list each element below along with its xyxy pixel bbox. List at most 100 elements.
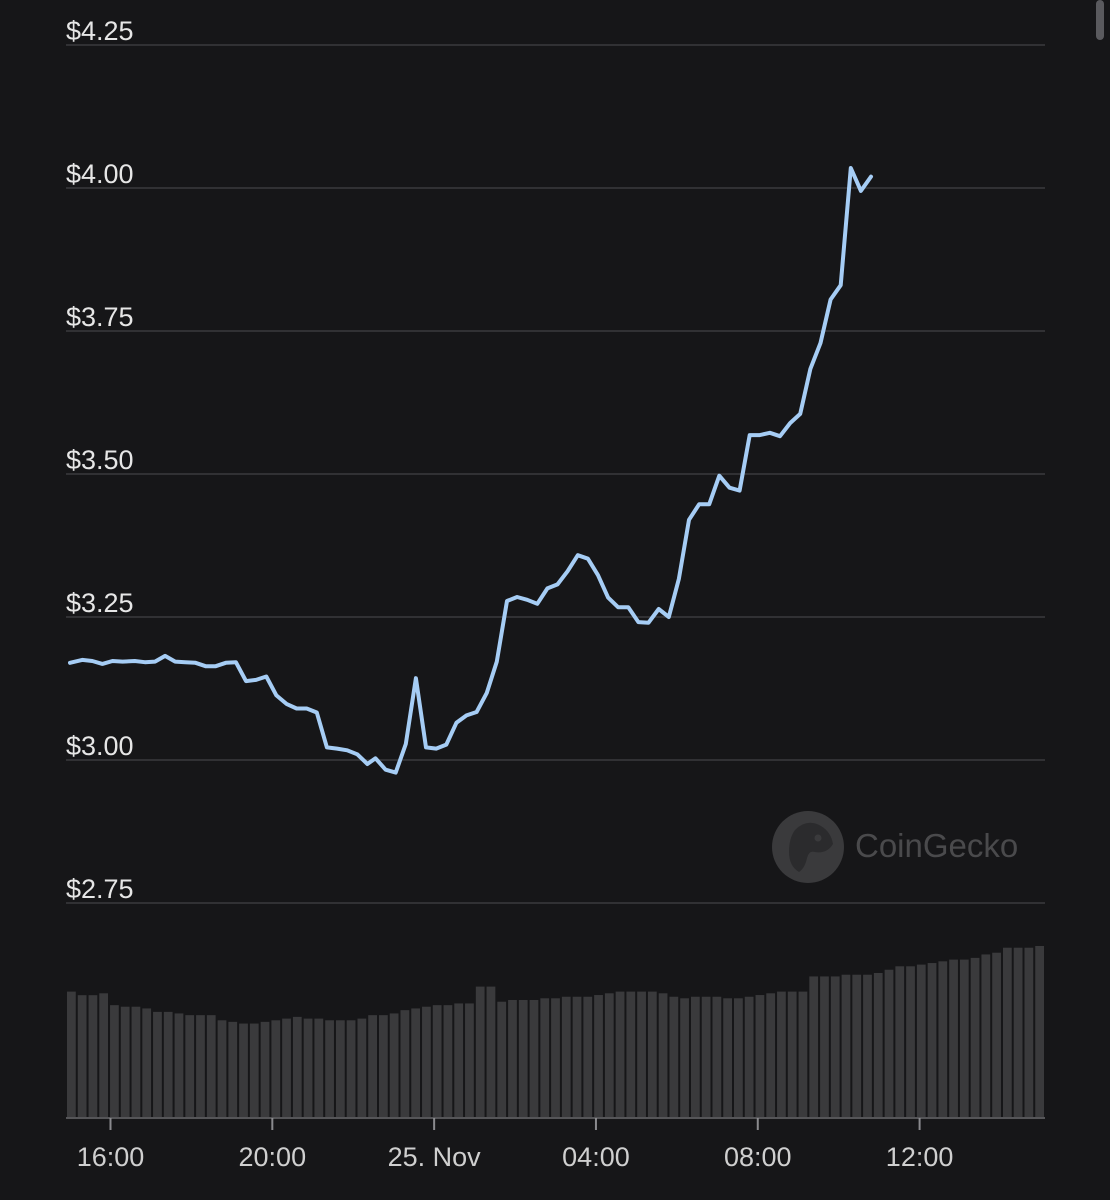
volume-bar (443, 1005, 453, 1118)
volume-bar (475, 986, 485, 1118)
volume-bar (572, 996, 582, 1118)
volume-bar (249, 1023, 259, 1118)
volume-bar (1024, 947, 1034, 1118)
volume-bar (583, 996, 593, 1118)
x-tick-label: 25. Nov (388, 1142, 482, 1172)
volume-bar (1013, 947, 1023, 1118)
volume-bar (680, 998, 689, 1118)
volume-bar (755, 995, 765, 1118)
gecko-head-icon (789, 822, 833, 872)
volume-bar (206, 1015, 216, 1118)
volume-bar (465, 1003, 474, 1118)
x-tick-label: 12:00 (886, 1142, 954, 1172)
volume-bar (454, 1003, 464, 1118)
volume-bar (604, 993, 614, 1118)
volume-bar (852, 974, 862, 1118)
x-axis-ticks: 16:00 20:00 25. Nov 04:00 08:00 12:00 (77, 1118, 954, 1172)
volume-bar (981, 954, 991, 1118)
volume-bar (217, 1020, 227, 1118)
volume-bar (368, 1015, 377, 1118)
volume-bar (895, 966, 905, 1118)
volume-bar (185, 1015, 195, 1118)
volume-bar (873, 973, 883, 1118)
volume-bar (884, 969, 894, 1118)
volume-bar (927, 963, 937, 1118)
volume-bar (701, 996, 711, 1118)
volume-bar (153, 1011, 162, 1118)
volume-bar (787, 991, 797, 1118)
y-tick-label: $3.50 (66, 445, 134, 475)
volume-bar (830, 976, 840, 1118)
y-tick-label: $4.25 (66, 16, 134, 46)
volume-bar (906, 966, 915, 1118)
volume-bar (712, 996, 722, 1118)
volume-bar (1035, 946, 1044, 1118)
volume-bar (239, 1023, 248, 1118)
volume-bar (723, 998, 733, 1118)
volume-bar (486, 986, 496, 1118)
volume-bar (1002, 947, 1012, 1118)
gecko-eye-icon (814, 834, 822, 842)
volume-bar (626, 991, 636, 1118)
volume-bar (841, 974, 851, 1118)
volume-bar (959, 959, 969, 1118)
volume-bar (744, 996, 754, 1118)
volume-bar (120, 1006, 130, 1118)
volume-bar (260, 1021, 270, 1118)
volume-bar (551, 998, 560, 1118)
y-tick-label: $3.75 (66, 302, 134, 332)
volume-bar (378, 1015, 388, 1118)
coingecko-watermark: CoinGecko (772, 811, 1018, 883)
x-tick-label: 20:00 (239, 1142, 307, 1172)
volume-bars (67, 946, 1044, 1118)
volume-bar (163, 1011, 173, 1118)
y-tick-label: $4.00 (66, 159, 134, 189)
volume-bar (949, 959, 958, 1118)
volume-bar (282, 1018, 291, 1118)
volume-bar (228, 1021, 238, 1118)
volume-bar (766, 993, 776, 1118)
volume-bar (303, 1018, 313, 1118)
volume-bar (335, 1020, 345, 1118)
volume-bar (389, 1013, 399, 1118)
volume-bar (594, 995, 603, 1118)
volume-bar (970, 957, 980, 1118)
volume-bar (658, 993, 668, 1118)
price-line-layer (68, 166, 873, 775)
volume-bar (357, 1018, 367, 1118)
x-tick-label: 16:00 (77, 1142, 145, 1172)
volume-bar (809, 976, 819, 1118)
volume-bar (314, 1018, 324, 1118)
volume-bar (325, 1020, 334, 1118)
volume-bar (411, 1008, 421, 1118)
volume-bar (863, 974, 872, 1118)
volume-bar (400, 1010, 410, 1118)
volume-bar (271, 1020, 281, 1118)
volume-bar (196, 1015, 205, 1118)
volume-bar (131, 1006, 141, 1118)
x-tick-label: 04:00 (562, 1142, 630, 1172)
volume-bar (798, 991, 808, 1118)
watermark-text: CoinGecko (855, 827, 1018, 864)
volume-bar (142, 1008, 152, 1118)
volume-bar (422, 1006, 431, 1118)
volume-bar (690, 996, 700, 1118)
volume-bar (647, 991, 657, 1118)
volume-bar (561, 996, 571, 1118)
volume-bar (67, 991, 76, 1118)
volume-bar (292, 1016, 302, 1118)
volume-bar (777, 991, 786, 1118)
volume-bar (529, 1000, 539, 1118)
volume-bar (518, 1000, 528, 1118)
price-line (68, 166, 873, 775)
y-tick-label: $3.25 (66, 588, 134, 618)
volume-bar (540, 998, 550, 1118)
volume-bar (508, 1000, 517, 1118)
volume-bar (615, 991, 625, 1118)
scrollbar-thumb[interactable] (1096, 0, 1104, 40)
volume-bar (992, 952, 1001, 1118)
volume-bar (110, 1005, 119, 1118)
volume-bar (734, 998, 743, 1118)
volume-bar (346, 1020, 356, 1118)
